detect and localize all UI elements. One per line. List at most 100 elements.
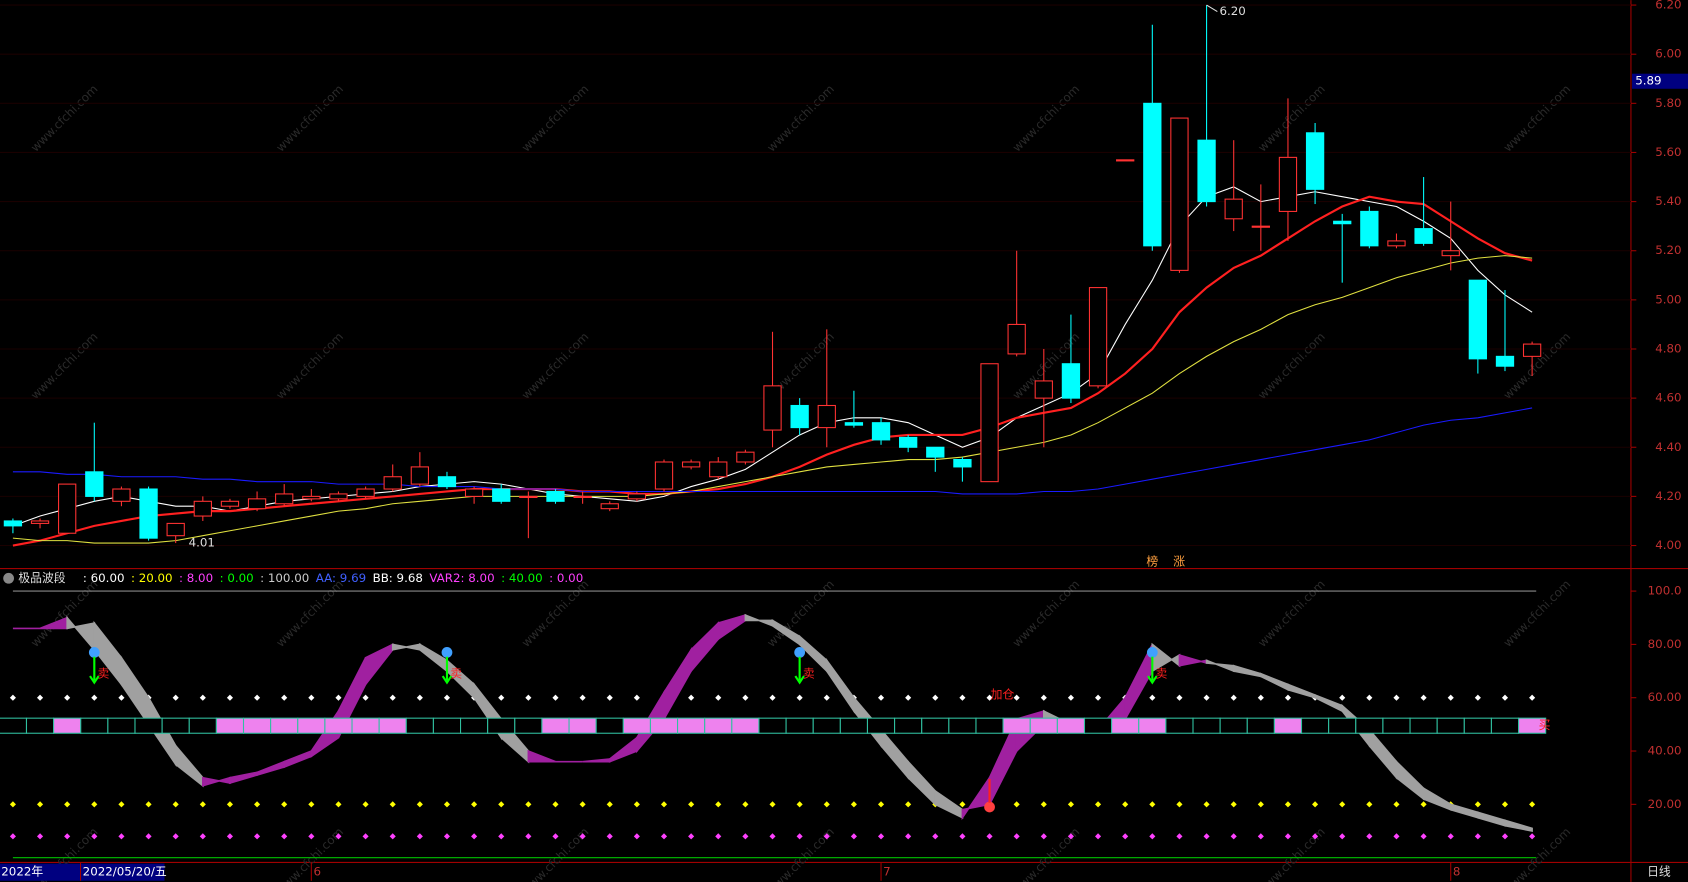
candle-body (1224, 198, 1243, 220)
sell-label: 卖 (1156, 666, 1168, 680)
level-dot (1284, 833, 1292, 840)
level-dot (9, 801, 16, 808)
candle-body (790, 404, 809, 429)
level-dot (145, 801, 152, 808)
y-tick-label: 4.60 (1655, 391, 1681, 405)
legend-entry: : 0.00 (549, 571, 583, 585)
level-dot (471, 833, 478, 840)
level-dot (796, 801, 803, 808)
sell-arrowhead (1147, 675, 1158, 685)
level-dot (1095, 801, 1102, 808)
level-dot (1176, 801, 1183, 808)
y-tick-label: 4.40 (1655, 440, 1681, 454)
band-cell (1219, 717, 1248, 734)
x-tick-label: 2022/05/20/五 (83, 865, 167, 879)
level-dot (932, 833, 939, 840)
band-cell (351, 717, 380, 734)
candle-body (1468, 279, 1488, 360)
level-dot (1067, 801, 1074, 808)
level-dot (552, 833, 559, 840)
level-dot (226, 801, 233, 808)
y-tick-label: 5.60 (1655, 145, 1681, 159)
y-tick-label: 6.20 (1655, 0, 1681, 12)
band-cell (1029, 717, 1058, 734)
level-dot (823, 833, 830, 840)
x-tick-label: 2022年 (1, 865, 43, 879)
y-tick-label: 60.00 (1648, 690, 1682, 704)
level-dot (1095, 694, 1102, 701)
candle-body (1333, 220, 1352, 225)
candle-body (763, 385, 782, 431)
level-dot (959, 694, 966, 701)
band-cell (758, 717, 787, 734)
level-dot (1203, 694, 1210, 701)
level-dot (823, 801, 830, 808)
y-tick-label: 40.00 (1648, 744, 1682, 758)
level-dot (1366, 833, 1373, 840)
candle-body (1007, 323, 1026, 355)
candle-body (844, 422, 864, 426)
level-dot (471, 801, 478, 808)
candle-body (627, 493, 647, 500)
level-dot (199, 801, 206, 808)
level-dot (877, 833, 885, 840)
band-cell (25, 717, 55, 734)
level-dot (1203, 801, 1210, 808)
band-cell (432, 717, 462, 734)
band-cell (215, 717, 245, 734)
candle-body (1522, 343, 1542, 357)
band-cell (161, 717, 190, 734)
band-cell (839, 717, 869, 734)
band-cell (1138, 717, 1167, 734)
sell-label: 卖 (450, 666, 462, 680)
candle-body (1387, 240, 1406, 247)
level-dot (9, 833, 16, 840)
level-dot (416, 801, 423, 808)
level-dot (606, 833, 613, 840)
candle-body (1495, 355, 1515, 367)
level-dot (769, 833, 776, 840)
band-cell (1436, 717, 1465, 734)
candle-body (3, 520, 23, 527)
ma-line (12, 255, 1533, 544)
legend-entry: : 20.00 (131, 571, 173, 585)
candle-body (58, 483, 77, 534)
candle-body (1143, 102, 1162, 247)
level-dot (986, 694, 993, 701)
level-dot (688, 833, 695, 840)
band-cell (622, 717, 651, 734)
y-tick-label: 4.00 (1655, 538, 1681, 552)
level-dot (1122, 801, 1129, 808)
level-dot (335, 801, 342, 808)
legend-entry: : 8.00 (179, 571, 213, 585)
sell-arrowhead (794, 675, 805, 685)
level-dot (389, 833, 396, 840)
band-cell (866, 717, 896, 734)
level-dot (1366, 801, 1373, 808)
candle-body (410, 466, 429, 485)
level-dot (1013, 833, 1020, 840)
level-dot (254, 833, 261, 840)
buy-label: 加仓 (991, 688, 1015, 702)
band-cell (1273, 717, 1303, 734)
y-tick-label: 100.0 (1648, 584, 1682, 598)
level-dot (362, 833, 369, 840)
level-dot (660, 801, 668, 808)
candle-body (139, 488, 158, 539)
level-dot (362, 801, 369, 808)
level-dot (1284, 694, 1292, 701)
level-dot (37, 833, 44, 840)
band-cell (1192, 717, 1221, 734)
panel-menu-icon[interactable] (3, 572, 14, 584)
level-dot (145, 833, 152, 840)
band-cell (53, 717, 82, 734)
band-cell (1111, 717, 1140, 734)
band-cell (270, 717, 299, 734)
high-pointer (1206, 4, 1218, 12)
level-dot (1393, 694, 1400, 701)
level-dot (416, 833, 423, 840)
level-dot (742, 801, 749, 808)
tag: 涨 (1173, 555, 1185, 569)
